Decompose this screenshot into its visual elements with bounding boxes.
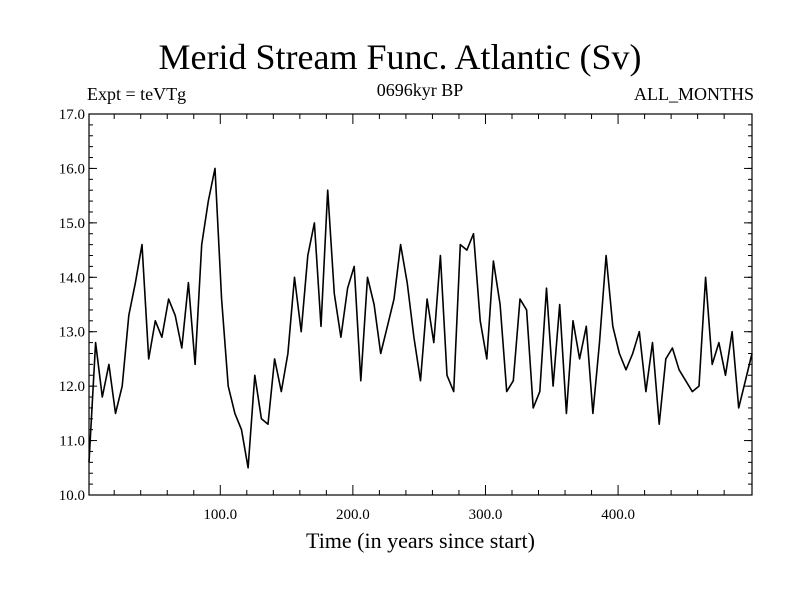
y-tick-label: 11.0 bbox=[59, 434, 85, 450]
y-tick-label: 13.0 bbox=[59, 325, 85, 341]
x-axis-label: Time (in years since start) bbox=[306, 528, 535, 553]
experiment-label: Expt = teVTg bbox=[87, 84, 187, 104]
x-tick-label: 100.0 bbox=[203, 507, 237, 523]
y-tick-label: 10.0 bbox=[59, 488, 85, 504]
y-tick-label: 17.0 bbox=[59, 107, 85, 123]
y-tick-label: 16.0 bbox=[59, 161, 85, 177]
period-label: 0696kyr BP bbox=[376, 80, 464, 100]
chart-title: Merid Stream Func. Atlantic (Sv) bbox=[158, 37, 642, 77]
months-label: ALL_MONTHS bbox=[634, 84, 754, 104]
x-tick-label: 300.0 bbox=[469, 507, 503, 523]
y-tick-label: 14.0 bbox=[59, 270, 85, 286]
series-group bbox=[88, 167, 753, 469]
x-tick-label: 400.0 bbox=[601, 507, 635, 523]
series-line bbox=[88, 167, 753, 469]
x-tick-label: 200.0 bbox=[336, 507, 370, 523]
plot-frame bbox=[88, 113, 753, 496]
axis-ticks: 10.0 11.0 12.0 13.0 14.0 15.0 16.0 17.0 100.0 200… bbox=[59, 107, 752, 523]
y-tick-label: 12.0 bbox=[59, 379, 85, 395]
y-tick-label: 15.0 bbox=[59, 216, 85, 232]
